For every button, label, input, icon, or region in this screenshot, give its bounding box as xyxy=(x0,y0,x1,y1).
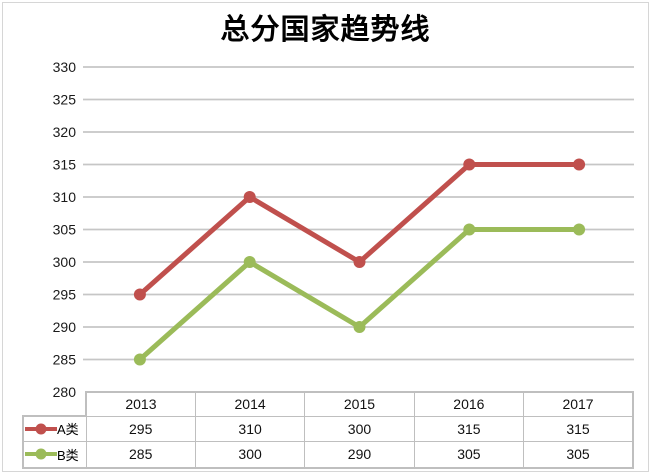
series-name-label: A类 xyxy=(57,422,79,438)
data-point-marker xyxy=(463,158,476,171)
legend-key: B类 xyxy=(25,445,85,464)
legend-key-cell: B类 xyxy=(22,440,87,469)
y-axis-tick-label: 280 xyxy=(53,384,77,400)
data-point-marker xyxy=(463,223,476,236)
value-cell: 295 xyxy=(85,415,196,442)
data-point-marker xyxy=(133,288,146,301)
y-axis-tick-label: 290 xyxy=(53,319,77,335)
value-cell: 290 xyxy=(304,440,415,469)
y-axis-tick-label: 310 xyxy=(53,189,77,205)
value-cell: 315 xyxy=(413,415,525,442)
year-header-cell: 2016 xyxy=(413,391,525,417)
y-axis-tick-label: 320 xyxy=(53,124,77,140)
value-cell: 305 xyxy=(413,440,525,469)
series-name-label: B类 xyxy=(57,447,79,463)
legend-key-cell: A类 xyxy=(22,415,87,442)
value-cell: 310 xyxy=(194,415,306,442)
data-point-marker xyxy=(353,321,366,333)
legend-key: A类 xyxy=(25,419,85,438)
year-header-cell: 2014 xyxy=(194,391,306,417)
value-cell: 315 xyxy=(523,415,635,442)
legend-line-marker-icon xyxy=(25,423,57,435)
data-point-marker xyxy=(353,256,366,268)
value-cell: 300 xyxy=(194,440,306,469)
data-table: 2013 2014 2015 2016 2017 A类 295 310 300 315 315 B类 2… xyxy=(22,391,635,469)
data-point-marker xyxy=(133,353,146,366)
y-axis-tick-label: 315 xyxy=(53,157,77,173)
data-point-marker xyxy=(573,223,586,236)
value-cell: 300 xyxy=(304,415,415,442)
table-corner-blank xyxy=(23,392,86,416)
value-cell: 285 xyxy=(85,440,196,469)
data-point-marker xyxy=(573,158,586,171)
y-axis-tick-label: 295 xyxy=(53,287,77,303)
y-axis-tick-label: 300 xyxy=(53,254,77,270)
year-header-cell: 2015 xyxy=(304,391,415,417)
value-cell: 305 xyxy=(523,440,635,469)
data-point-marker xyxy=(243,256,256,268)
y-axis-tick-label: 305 xyxy=(53,222,77,238)
year-header-cell: 2013 xyxy=(84,391,196,417)
y-axis-tick-label: 325 xyxy=(53,92,77,108)
y-axis-tick-label: 285 xyxy=(53,352,77,368)
year-header-cell: 2017 xyxy=(523,391,635,417)
data-point-marker xyxy=(243,191,256,203)
y-axis-tick-label: 330 xyxy=(53,59,77,75)
chart-title: 总分国家趋势线 xyxy=(220,14,431,46)
legend-line-marker-icon xyxy=(25,448,57,460)
